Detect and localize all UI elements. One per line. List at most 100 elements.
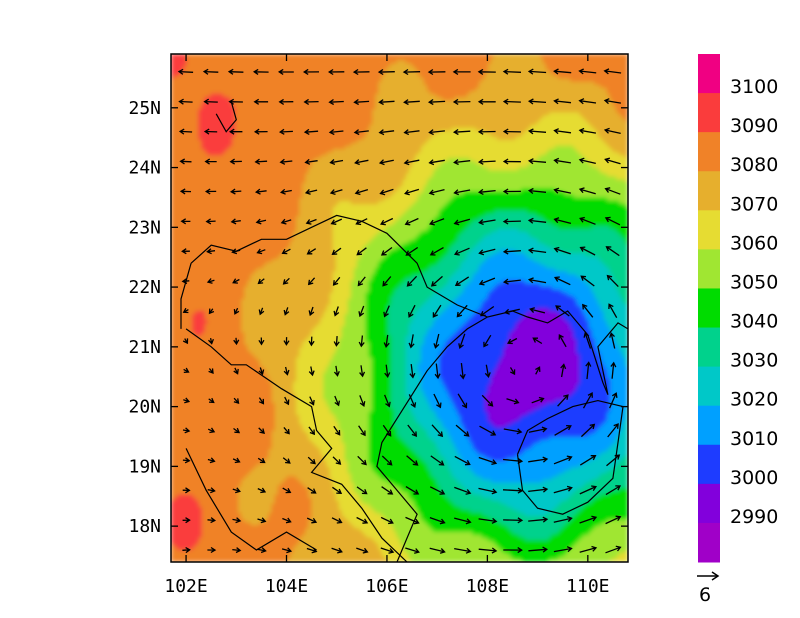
wind-vector (182, 338, 189, 345)
wind-vector (453, 189, 471, 196)
wind-vector (528, 456, 549, 463)
wind-vector (579, 246, 596, 256)
colorbar-swatch (698, 522, 720, 563)
wind-vector (553, 217, 572, 225)
colorbar-swatch (698, 444, 720, 485)
wind-vector (279, 158, 293, 165)
wind-vector (257, 457, 266, 464)
wind-vector (354, 159, 369, 166)
wind-vector (459, 363, 466, 380)
wind-vector (208, 337, 215, 345)
wind-vector (535, 366, 541, 375)
wind-vector (454, 547, 472, 554)
wind-vector (358, 305, 365, 318)
wind-vector (430, 455, 445, 466)
wind-vector (333, 365, 340, 377)
wind-vector (607, 423, 619, 438)
wind-vector (227, 68, 244, 75)
wind-vector (352, 68, 370, 76)
wind-vector (257, 547, 267, 554)
wind-vector (182, 517, 191, 524)
lon-tick-label: 104E (265, 576, 308, 597)
lat-tick-label: 23N (128, 217, 161, 238)
wind-vector (356, 547, 369, 554)
wind-vector (578, 157, 596, 165)
wind-vector (253, 98, 269, 105)
wind-vector (181, 278, 190, 285)
wind-vector (502, 158, 521, 165)
wind-vector (229, 188, 242, 195)
lat-tick-label: 19N (128, 456, 161, 477)
lon-tick-label: 108E (466, 576, 509, 597)
wind-vector (427, 98, 446, 106)
wind-vector (527, 217, 547, 224)
wind-vector (502, 128, 521, 135)
wind-vector (603, 98, 622, 105)
wind-vector (609, 392, 618, 409)
wind-vector (381, 455, 393, 466)
colorbar-label: 3080 (730, 154, 778, 176)
latitude-labels: 18N 19N 20N 21N 22N 23N 24N 25N (128, 98, 161, 537)
wind-vector (433, 333, 440, 349)
wind-vector (303, 98, 319, 105)
wind-vector (452, 98, 471, 105)
wind-vector (427, 68, 446, 76)
wind-vector (478, 547, 498, 554)
wind-vector (527, 158, 547, 165)
wind-vector (405, 246, 419, 256)
wind-vector (232, 547, 242, 554)
wind-vector (605, 515, 622, 525)
wind-vector (502, 218, 521, 225)
wind-vector (456, 304, 468, 318)
wind-vector (253, 128, 268, 135)
wind-vector (257, 487, 267, 494)
wind-vector (579, 216, 596, 225)
wind-vector (281, 248, 291, 255)
wind-vector (430, 275, 443, 287)
wind-vector (332, 276, 341, 286)
filled-contours (171, 54, 628, 562)
wind-vector (252, 68, 269, 75)
wind-vector (232, 517, 242, 524)
wind-vector (306, 517, 318, 524)
colorbar-label: 3020 (730, 389, 778, 411)
wind-vector (328, 98, 344, 106)
wind-vector (553, 128, 572, 135)
wind-vector (432, 304, 442, 318)
wind-vector (527, 98, 547, 105)
wind-vector (502, 98, 521, 105)
wind-vector (553, 455, 573, 465)
coastline-segment (185, 328, 408, 562)
wind-vector (478, 487, 498, 495)
wind-vector (207, 546, 217, 554)
wind-vector (280, 218, 292, 225)
wind-vector (179, 158, 192, 165)
wind-vector (330, 218, 343, 225)
wind-vector (402, 68, 421, 76)
wind-vector (477, 188, 496, 195)
wind-vector (258, 397, 265, 405)
wind-vector (303, 128, 319, 135)
colorbar-swatch (698, 288, 720, 329)
wind-vector (232, 487, 241, 494)
colorbar-label: 2990 (730, 506, 778, 528)
wind-vector (206, 248, 216, 255)
wind-vector (258, 307, 265, 316)
wind-vector (553, 515, 573, 523)
wind-vector (327, 68, 345, 76)
geopotential-height-field (171, 54, 628, 562)
wind-vector (258, 337, 265, 346)
wind-vector (256, 248, 266, 255)
wind-vector (308, 426, 316, 436)
wind-vector (381, 486, 394, 495)
wind-vector (257, 278, 265, 285)
wind-vector (553, 546, 573, 553)
wind-vector (502, 278, 521, 285)
wind-vector (207, 427, 216, 434)
colorbar-swatch (698, 327, 720, 368)
wind-vector (406, 275, 418, 287)
wind-vector (553, 246, 571, 255)
wind-vector (332, 456, 342, 465)
wind-vector (283, 426, 290, 435)
wind-vector (306, 248, 317, 255)
